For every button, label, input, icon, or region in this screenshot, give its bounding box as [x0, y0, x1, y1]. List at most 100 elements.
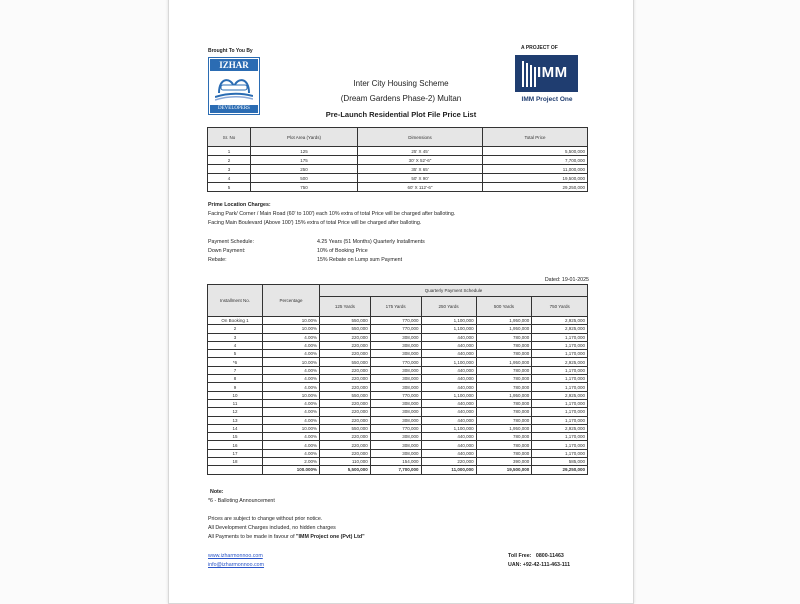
project-name: IMM Project One	[521, 96, 573, 103]
schedule-cell: 1,170,000	[531, 332, 588, 342]
schedule-cell: 2,925,000	[531, 390, 588, 400]
schedule-cell: 14	[207, 423, 263, 434]
schedule-cell: 780,000	[475, 415, 533, 425]
schedule-cell: 1,170,000	[531, 398, 588, 409]
price-row: 3 250 35' X 65' 11,000,000	[207, 164, 588, 174]
brought-by-label: Brought To You By	[208, 48, 253, 54]
schedule-header-row-2: 125 Yards 175 Yards 250 Yards 500 Yards …	[208, 296, 588, 317]
schedule-cell: 220,000	[319, 382, 371, 392]
project-of-label: A PROJECT OF	[521, 45, 558, 51]
schedule-cell: 440,000	[420, 440, 477, 450]
price-cell: 25' X 45'	[357, 146, 483, 156]
installment-row: 16 4.00% 220,000 308,000 440,000 780,000 1,170…	[207, 440, 588, 450]
note-balloting: *6 - Balloting Announcement	[208, 498, 275, 504]
email-link[interactable]: info@izharmonnoo.com	[208, 562, 265, 568]
schedule-cell: 2,925,000	[531, 315, 588, 326]
schedule-cell: 308,000	[369, 432, 422, 442]
payment-prefix: All Payments to be made in favour of	[208, 534, 297, 540]
installment-row: 11 4.00% 220,000 308,000 440,000 780,000 1,170…	[207, 398, 588, 409]
uan-number: +92-42-111-463-111	[522, 562, 571, 568]
schedule-cell: 550,000	[319, 357, 371, 367]
logo-text-top: IZHAR	[210, 59, 258, 71]
note-line: All Development Charges included, no hid…	[208, 525, 336, 531]
schedule-cell: 440,000	[420, 332, 477, 342]
schedule-cell: 308,000	[369, 349, 422, 359]
schedule-cell: 308,000	[369, 407, 422, 417]
price-cell: 11,000,000	[482, 164, 588, 174]
total-cell: 5,500,000	[319, 465, 371, 475]
term-value: 15% Rebate on Lump sum Payment	[317, 257, 403, 263]
price-row: 4 500 50' X 90' 19,500,000	[207, 173, 588, 183]
payment-schedule-table: Installment No. Percentage Quarterly Pay…	[207, 284, 588, 475]
schedule-cell: 308,000	[369, 448, 422, 459]
schedule-cell: 4.00%	[262, 374, 320, 384]
schedule-cell: 8	[207, 374, 263, 384]
schedule-cell: 550,000	[319, 390, 371, 400]
price-cell: 30' X 52'-6"	[357, 155, 483, 165]
schedule-cell: 10.00%	[262, 423, 320, 434]
price-cell: 4	[207, 173, 251, 183]
installment-row: 7 4.00% 220,000 308,000 440,000 780,000 1,170,…	[207, 365, 588, 376]
schedule-cell: 585,000	[531, 457, 588, 467]
schedule-cell: 2,925,000	[531, 357, 588, 367]
schedule-cell: 4.00%	[262, 448, 320, 459]
schedule-cell: 550,000	[319, 315, 371, 326]
schedule-cell: 550,000	[319, 423, 371, 434]
schedule-cell: 110,000	[319, 457, 371, 467]
total-cell: 7,700,000	[369, 465, 422, 475]
schedule-cell: 10	[207, 390, 263, 400]
installment-row: 5 4.00% 220,000 308,000 440,000 780,000 1,170,…	[207, 349, 588, 359]
schedule-cell: 12	[207, 407, 263, 417]
schedule-cell: 1,100,000	[420, 390, 477, 400]
term-value: 4.25 Years (51 Months) Quarterly Install…	[317, 239, 425, 245]
schedule-cell: 308,000	[369, 374, 422, 384]
col-size: 500 Yards	[475, 296, 533, 317]
schedule-cell: *6	[207, 357, 263, 367]
schedule-cell: 1,170,000	[531, 349, 588, 359]
toll-free-number: 0800-11463	[535, 553, 564, 559]
schedule-cell: 16	[207, 440, 263, 450]
note-heading: Note:	[210, 489, 224, 495]
schedule-cell: 1,100,000	[420, 324, 477, 334]
schedule-cell: 440,000	[420, 415, 477, 425]
schedule-cell: 770,000	[369, 324, 422, 334]
schedule-cell: 17	[207, 448, 263, 459]
schedule-cell: 220,000	[319, 440, 371, 450]
installment-row: 15 4.00% 220,000 308,000 440,000 780,000 1,170…	[207, 432, 588, 442]
schedule-cell: 220,000	[319, 332, 371, 342]
website-link[interactable]: www.izharmonnoo.com	[208, 553, 263, 559]
document-page: Brought To You By IZHAR DEVELOPERS A PRO…	[168, 0, 634, 604]
schedule-cell: 4.00%	[262, 340, 320, 351]
schedule-cell: 308,000	[369, 382, 422, 392]
izhar-developers-logo: IZHAR DEVELOPERS	[208, 57, 260, 115]
total-cell: 11,000,000	[420, 465, 477, 475]
total-cell: 19,500,000	[475, 465, 533, 475]
installment-row: 2 10.00% 550,000 770,000 1,100,000 1,950,000 2…	[207, 324, 588, 334]
schedule-cell: 11	[207, 398, 263, 409]
schedule-cell: 440,000	[420, 398, 477, 409]
total-cell	[207, 465, 263, 475]
col-plot-area: Plot Area (Yards)	[250, 127, 358, 147]
col-size: 750 Yards	[531, 296, 588, 317]
schedule-cell: 4.00%	[262, 332, 320, 342]
col-percentage: Percentage	[262, 284, 320, 317]
schedule-cell: 308,000	[369, 398, 422, 409]
term-value: 10% of Booking Price	[317, 248, 368, 254]
schedule-cell: 440,000	[420, 349, 477, 359]
schedule-cell: 780,000	[475, 349, 533, 359]
schedule-cell: 440,000	[420, 340, 477, 351]
schedule-cell: 2.00%	[262, 457, 320, 467]
schedule-cell: 220,000	[319, 340, 371, 351]
schedule-cell: 1,170,000	[531, 374, 588, 384]
schedule-cell: 9	[207, 382, 263, 392]
schedule-cell: 10.00%	[262, 324, 320, 334]
price-cell: 1	[207, 146, 251, 156]
schedule-cell: 770,000	[369, 315, 422, 326]
schedule-cell: 440,000	[420, 382, 477, 392]
installment-row: 4 4.00% 220,000 308,000 440,000 780,000 1,170,…	[207, 340, 588, 351]
price-row: 2 175 30' X 52'-6" 7,700,000	[207, 155, 588, 165]
schedule-cell: 1,950,000	[475, 423, 533, 434]
title-line-2: (Dream Gardens Phase-2) Multan	[340, 94, 462, 103]
price-cell: 3	[207, 164, 251, 174]
schedule-cell: 13	[207, 415, 263, 425]
